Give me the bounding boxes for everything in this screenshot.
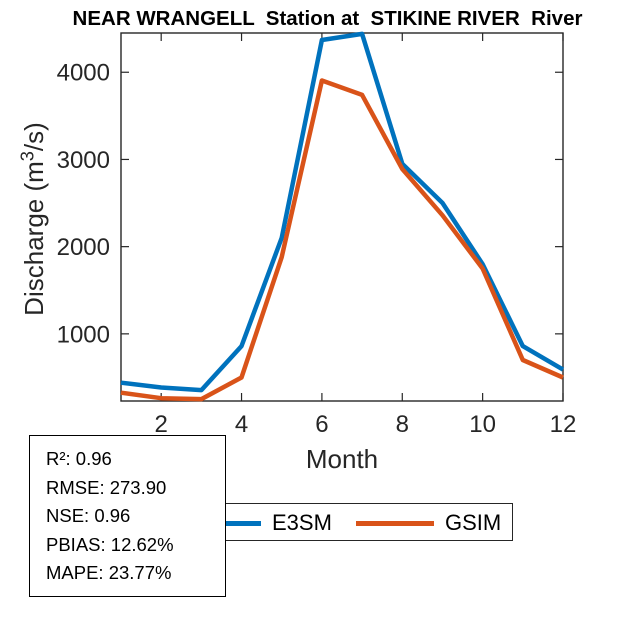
legend-line-gsim — [356, 520, 434, 526]
stat-pbias: PBIAS: 12.62% — [46, 533, 174, 555]
y-tick-label: 3000 — [57, 147, 110, 174]
stat-rmse: RMSE: 273.90 — [46, 476, 167, 498]
ylabel-superscript: 3 — [17, 151, 38, 162]
stat-mape: MAPE: 23.77% — [46, 562, 172, 584]
y-tick-label: 4000 — [57, 60, 110, 87]
series-line-gsim — [120, 78, 564, 402]
stat-r2: R²: 0.96 — [46, 448, 112, 469]
legend-label-gsim: GSIM — [445, 510, 502, 535]
x-axis-label: Month — [305, 444, 379, 474]
y-axis-label: Discharge (m3/s) — [17, 122, 49, 316]
chart-title: NEAR WRANGELL Station at STIKINE RIVER R… — [72, 7, 583, 30]
stats-annotation-box: R²: 0.96 RMSE: 273.90 NSE: 0.96 PBIAS: 1… — [29, 435, 226, 597]
y-tick-label: 2000 — [57, 234, 110, 261]
axes-box — [120, 32, 564, 402]
x-tick-label: 4 — [235, 411, 248, 438]
x-tick-label: 12 — [550, 411, 577, 438]
x-tick-label: 10 — [469, 411, 496, 438]
series-line-e3sm — [120, 31, 565, 393]
x-tick-label: 6 — [315, 411, 328, 438]
x-tick-label: 8 — [396, 411, 409, 438]
legend-label-e3sm: E3SM — [272, 510, 332, 535]
x-tick-label: 2 — [155, 411, 168, 438]
y-tick-label: 1000 — [57, 321, 110, 348]
stat-nse: NSE: 0.96 — [46, 505, 131, 527]
